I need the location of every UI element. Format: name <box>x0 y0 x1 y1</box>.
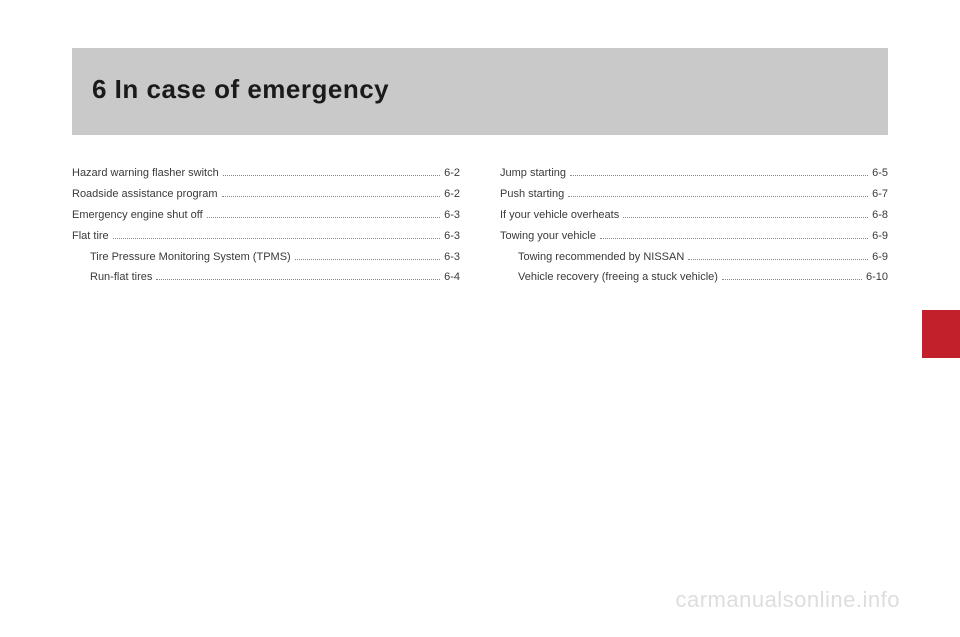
toc-page: 6-9 <box>872 247 888 268</box>
chapter-title: 6 In case of emergency <box>92 74 868 105</box>
toc-page: 6-3 <box>444 226 460 247</box>
toc-leader <box>207 217 440 218</box>
toc-row: Emergency engine shut off 6-3 <box>72 205 460 226</box>
toc-label: Vehicle recovery (freeing a stuck vehicl… <box>518 267 718 288</box>
toc-label: If your vehicle overheats <box>500 205 619 226</box>
toc-page: 6-9 <box>872 226 888 247</box>
toc-leader <box>623 217 868 218</box>
toc-label: Jump starting <box>500 163 566 184</box>
toc-page: 6-10 <box>866 267 888 288</box>
toc-right-column: Jump starting 6-5 Push starting 6-7 If y… <box>500 163 888 288</box>
toc-row: If your vehicle overheats 6-8 <box>500 205 888 226</box>
table-of-contents: Hazard warning flasher switch 6-2 Roadsi… <box>72 163 888 288</box>
toc-page: 6-3 <box>444 247 460 268</box>
chapter-header: 6 In case of emergency <box>72 48 888 135</box>
toc-row: Flat tire 6-3 <box>72 226 460 247</box>
toc-row: Vehicle recovery (freeing a stuck vehicl… <box>500 267 888 288</box>
toc-leader <box>600 238 868 239</box>
toc-label: Roadside assistance program <box>72 184 218 205</box>
toc-row: Towing your vehicle 6-9 <box>500 226 888 247</box>
toc-leader <box>295 259 440 260</box>
section-tab <box>922 310 960 358</box>
toc-label: Emergency engine shut off <box>72 205 203 226</box>
toc-leader <box>688 259 868 260</box>
toc-leader <box>570 175 868 176</box>
toc-label: Tire Pressure Monitoring System (TPMS) <box>90 247 291 268</box>
toc-leader <box>722 279 862 280</box>
toc-label: Flat tire <box>72 226 109 247</box>
toc-label: Hazard warning flasher switch <box>72 163 219 184</box>
page: 6 In case of emergency Hazard warning fl… <box>0 0 960 637</box>
toc-page: 6-8 <box>872 205 888 226</box>
toc-page: 6-7 <box>872 184 888 205</box>
watermark: carmanualsonline.info <box>675 587 900 613</box>
toc-leader <box>222 196 441 197</box>
toc-page: 6-2 <box>444 163 460 184</box>
toc-left-column: Hazard warning flasher switch 6-2 Roadsi… <box>72 163 460 288</box>
toc-row: Towing recommended by NISSAN 6-9 <box>500 247 888 268</box>
toc-leader <box>568 196 868 197</box>
toc-page: 6-5 <box>872 163 888 184</box>
toc-leader <box>113 238 440 239</box>
toc-label: Push starting <box>500 184 564 205</box>
toc-row: Hazard warning flasher switch 6-2 <box>72 163 460 184</box>
toc-row: Jump starting 6-5 <box>500 163 888 184</box>
toc-page: 6-3 <box>444 205 460 226</box>
toc-row: Tire Pressure Monitoring System (TPMS) 6… <box>72 247 460 268</box>
toc-page: 6-2 <box>444 184 460 205</box>
toc-page: 6-4 <box>444 267 460 288</box>
toc-label: Towing your vehicle <box>500 226 596 247</box>
toc-label: Towing recommended by NISSAN <box>518 247 684 268</box>
toc-row: Run-flat tires 6-4 <box>72 267 460 288</box>
toc-leader <box>223 175 440 176</box>
toc-leader <box>156 279 440 280</box>
toc-label: Run-flat tires <box>90 267 152 288</box>
toc-row: Roadside assistance program 6-2 <box>72 184 460 205</box>
toc-row: Push starting 6-7 <box>500 184 888 205</box>
